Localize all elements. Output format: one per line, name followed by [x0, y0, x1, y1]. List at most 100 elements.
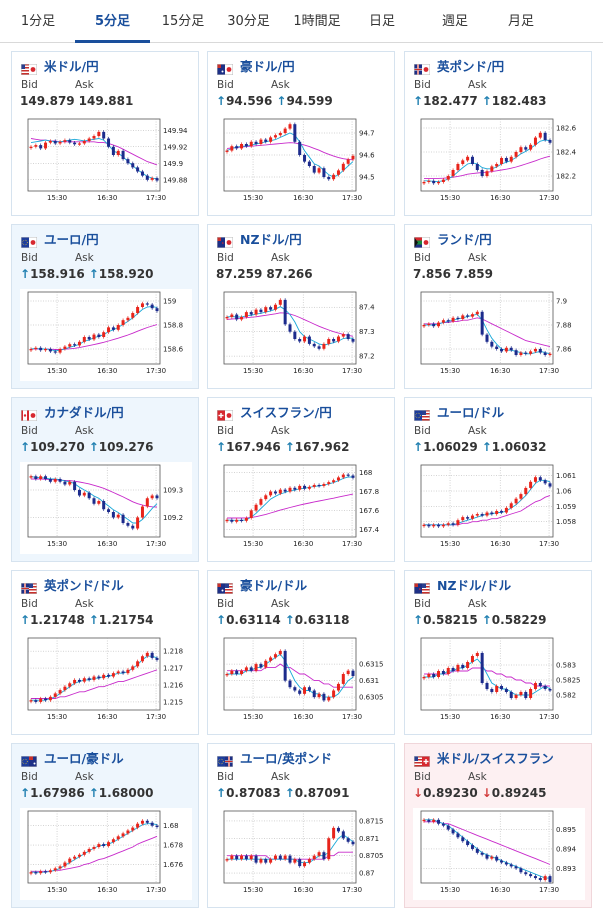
candle-body — [351, 339, 355, 342]
price-chart[interactable]: 15:30 16:30 17:30 87.4 87.3 87.2 — [216, 289, 388, 381]
candle — [307, 334, 311, 346]
price-chart[interactable]: 15:30 16:30 17:30 149.94 149.92 149.9 149.88 — [20, 116, 192, 208]
currency-pair-link[interactable]: 英ポンド/ドル — [44, 578, 124, 593]
rate-card[interactable]: カナダドル/円 Bid Ask ↑109.270 ↑109.276 15:30 16:30 1… — [11, 397, 199, 562]
price-chart[interactable]: 15:30 16:30 17:30 109.3 109.2 — [20, 462, 192, 554]
y-tick-label: 149.88 — [163, 176, 188, 184]
rate-card[interactable]: ユーロ/円 Bid Ask ↑158.916 ↑158.920 15:30 16:30 17:… — [11, 224, 199, 389]
y-tick-label: 87.4 — [359, 304, 375, 312]
rate-card[interactable]: 米ドル/スイスフラン Bid Ask ↓0.89230 ↓0.89245 15:30 16:… — [404, 743, 592, 908]
candle-body — [446, 825, 450, 830]
candle — [235, 312, 239, 322]
currency-pair-link[interactable]: ランド/円 — [437, 232, 492, 247]
candle — [44, 869, 48, 874]
candle — [427, 179, 431, 184]
rate-card[interactable]: ユーロ/ドル Bid Ask ↑1.06029 ↑1.06032 15:30 16:30 17… — [404, 397, 592, 562]
currency-pair-link[interactable]: 米ドル/スイスフラン — [437, 751, 554, 766]
au-us-flag — [217, 579, 233, 594]
candle — [322, 692, 326, 703]
x-tick-label: 17:30 — [539, 540, 559, 548]
rate-card[interactable]: 英ポンド/ドル Bid Ask ↑1.21748 ↑1.21754 15:30 16:30 1… — [11, 570, 199, 735]
bid-label: Bid — [414, 252, 431, 264]
currency-pair-link[interactable]: 米ドル/円 — [44, 59, 99, 74]
candle — [102, 842, 106, 848]
ask-price: 94.599 — [286, 94, 333, 108]
candle — [136, 165, 140, 174]
candle-body — [230, 855, 234, 860]
candle — [254, 308, 258, 317]
currency-pair-link[interactable]: スイスフラン/円 — [240, 405, 332, 420]
candle — [44, 474, 48, 481]
rate-card[interactable]: ユーロ/豪ドル Bid Ask ↑1.67986 ↑1.68000 15:30 16:30 1… — [11, 743, 199, 908]
rate-card[interactable]: ユーロ/英ポンド Bid Ask ↑0.87083 ↑0.87091 15:30 16:30… — [207, 743, 395, 908]
price-chart[interactable]: 15:30 16:30 17:30 182.6 182.4 182.2 — [413, 116, 585, 208]
x-tick-label: 16:30 — [97, 540, 117, 548]
rate-card[interactable]: 英ポンド/円 Bid Ask ↑182.477 ↑182.483 15:30 16:30 17… — [404, 51, 592, 216]
candle-body — [145, 820, 149, 823]
candlestick-chart: 15:30 16:30 17:30 87.4 87.3 87.2 — [223, 291, 375, 375]
tab-2[interactable]: 15分足 — [161, 14, 205, 29]
plot-frame — [223, 464, 357, 538]
candle — [73, 140, 77, 146]
candle — [82, 491, 86, 498]
price-chart[interactable]: 15:30 16:30 17:30 1.218 1.217 1.216 1.215 — [20, 635, 192, 727]
candle-body — [427, 674, 431, 677]
ask-value: ↑109.276 — [89, 440, 154, 454]
tab-4[interactable]: 1時間足 — [293, 14, 341, 29]
candle — [249, 310, 253, 317]
candle-body — [264, 859, 268, 863]
tab-7[interactable]: 月足 — [507, 14, 534, 29]
ask-label: Ask — [271, 79, 290, 91]
currency-pair-link[interactable]: ユーロ/豪ドル — [44, 751, 124, 766]
candle — [475, 847, 479, 855]
currency-pair-link[interactable]: カナダドル/円 — [44, 405, 124, 420]
candle — [437, 320, 441, 328]
rate-card[interactable]: ランド/円 Bid Ask 7.856 7.859 15:30 16:30 17:30 7.9 7… — [404, 224, 592, 389]
currency-pair-link[interactable]: NZドル/円 — [240, 232, 302, 247]
candle — [155, 306, 159, 313]
candle-body — [102, 844, 106, 847]
candle — [87, 136, 91, 143]
candle-body — [44, 476, 48, 479]
rate-card[interactable]: 米ドル/円 Bid Ask 149.879 149.881 15:30 16:30 17:30… — [11, 51, 199, 216]
price-chart[interactable]: 15:30 16:30 17:30 159 158.8 158.6 — [20, 289, 192, 381]
price-chart[interactable]: 15:30 16:30 17:30 94.7 94.6 94.5 — [216, 116, 388, 208]
tab-3[interactable]: 30分足 — [227, 14, 270, 29]
tab-5[interactable]: 日足 — [368, 14, 395, 29]
price-chart[interactable]: 15:30 16:30 17:30 7.9 7.88 7.86 — [413, 289, 585, 381]
candle-body — [235, 519, 239, 522]
currency-pair-link[interactable]: ユーロ/円 — [44, 232, 99, 247]
currency-pair-link[interactable]: 豪ドル/ドル — [240, 578, 308, 593]
currency-pair-link[interactable]: 英ポンド/円 — [437, 59, 505, 74]
ask-price: 1.21754 — [98, 613, 154, 627]
currency-pair-link[interactable]: ユーロ/ドル — [437, 405, 505, 420]
currency-pair-link[interactable]: 豪ドル/円 — [240, 59, 295, 74]
tab-1[interactable]: 5分足 — [75, 0, 150, 43]
price-chart[interactable]: 15:30 16:30 17:30 0.583 0.5825 0.582 — [413, 635, 585, 727]
rate-card[interactable]: NZドル/ドル Bid Ask ↑0.58215 ↑0.58229 15:30 16:30 1… — [404, 570, 592, 735]
rate-card[interactable]: NZドル/円 Bid Ask 87.259 87.266 15:30 16:30 17:30 8… — [207, 224, 395, 389]
y-tick-label: 0.894 — [556, 845, 577, 853]
price-chart[interactable]: 15:30 16:30 17:30 0.895 0.894 0.893 — [413, 808, 585, 900]
price-chart[interactable]: 15:30 16:30 17:30 168 167.8 167.6 167.4 — [216, 462, 388, 554]
candle-body — [485, 512, 489, 516]
candle — [461, 313, 465, 321]
candle — [230, 854, 234, 861]
price-chart[interactable]: 15:30 16:30 17:30 1.68 1.678 1.676 — [20, 808, 192, 900]
rate-card[interactable]: 豪ドル/ドル Bid Ask ↑0.63114 ↑0.63118 15:30 16:30 17… — [207, 570, 395, 735]
candle-body — [461, 665, 465, 668]
candle-body — [136, 307, 140, 313]
candle-body — [470, 845, 474, 849]
rate-card[interactable]: スイスフラン/円 Bid Ask ↑167.946 ↑167.962 15:30 16:30… — [207, 397, 395, 562]
up-arrow-icon: ↑ — [88, 267, 99, 281]
rate-card[interactable]: 豪ドル/円 Bid Ask ↑94.596 ↑94.599 15:30 16:30 17:30… — [207, 51, 395, 216]
tab-0[interactable]: 1分足 — [20, 14, 56, 29]
gb-us-flag — [21, 579, 37, 594]
price-chart[interactable]: 15:30 16:30 17:30 1.061 1.06 1.059 1.058 — [413, 462, 585, 554]
currency-pair-link[interactable]: ユーロ/英ポンド — [240, 751, 333, 766]
candle — [235, 144, 239, 151]
tab-6[interactable]: 週足 — [441, 14, 468, 29]
price-chart[interactable]: 15:30 16:30 17:30 0.8715 0.871 0.8705 0.87 — [216, 808, 388, 900]
price-chart[interactable]: 15:30 16:30 17:30 0.6315 0.631 0.6305 — [216, 635, 388, 727]
currency-pair-link[interactable]: NZドル/ドル — [437, 578, 512, 593]
